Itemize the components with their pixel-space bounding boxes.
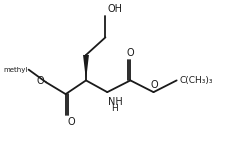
Text: O: O	[67, 117, 75, 127]
Text: O: O	[150, 80, 158, 90]
Text: C(CH₃)₃: C(CH₃)₃	[179, 76, 212, 85]
Text: OH: OH	[107, 4, 122, 14]
Polygon shape	[83, 55, 89, 80]
Text: methyl: methyl	[3, 67, 28, 73]
Text: H: H	[111, 104, 117, 113]
Text: NH: NH	[108, 97, 122, 107]
Text: O: O	[126, 48, 134, 58]
Text: O: O	[37, 76, 44, 86]
